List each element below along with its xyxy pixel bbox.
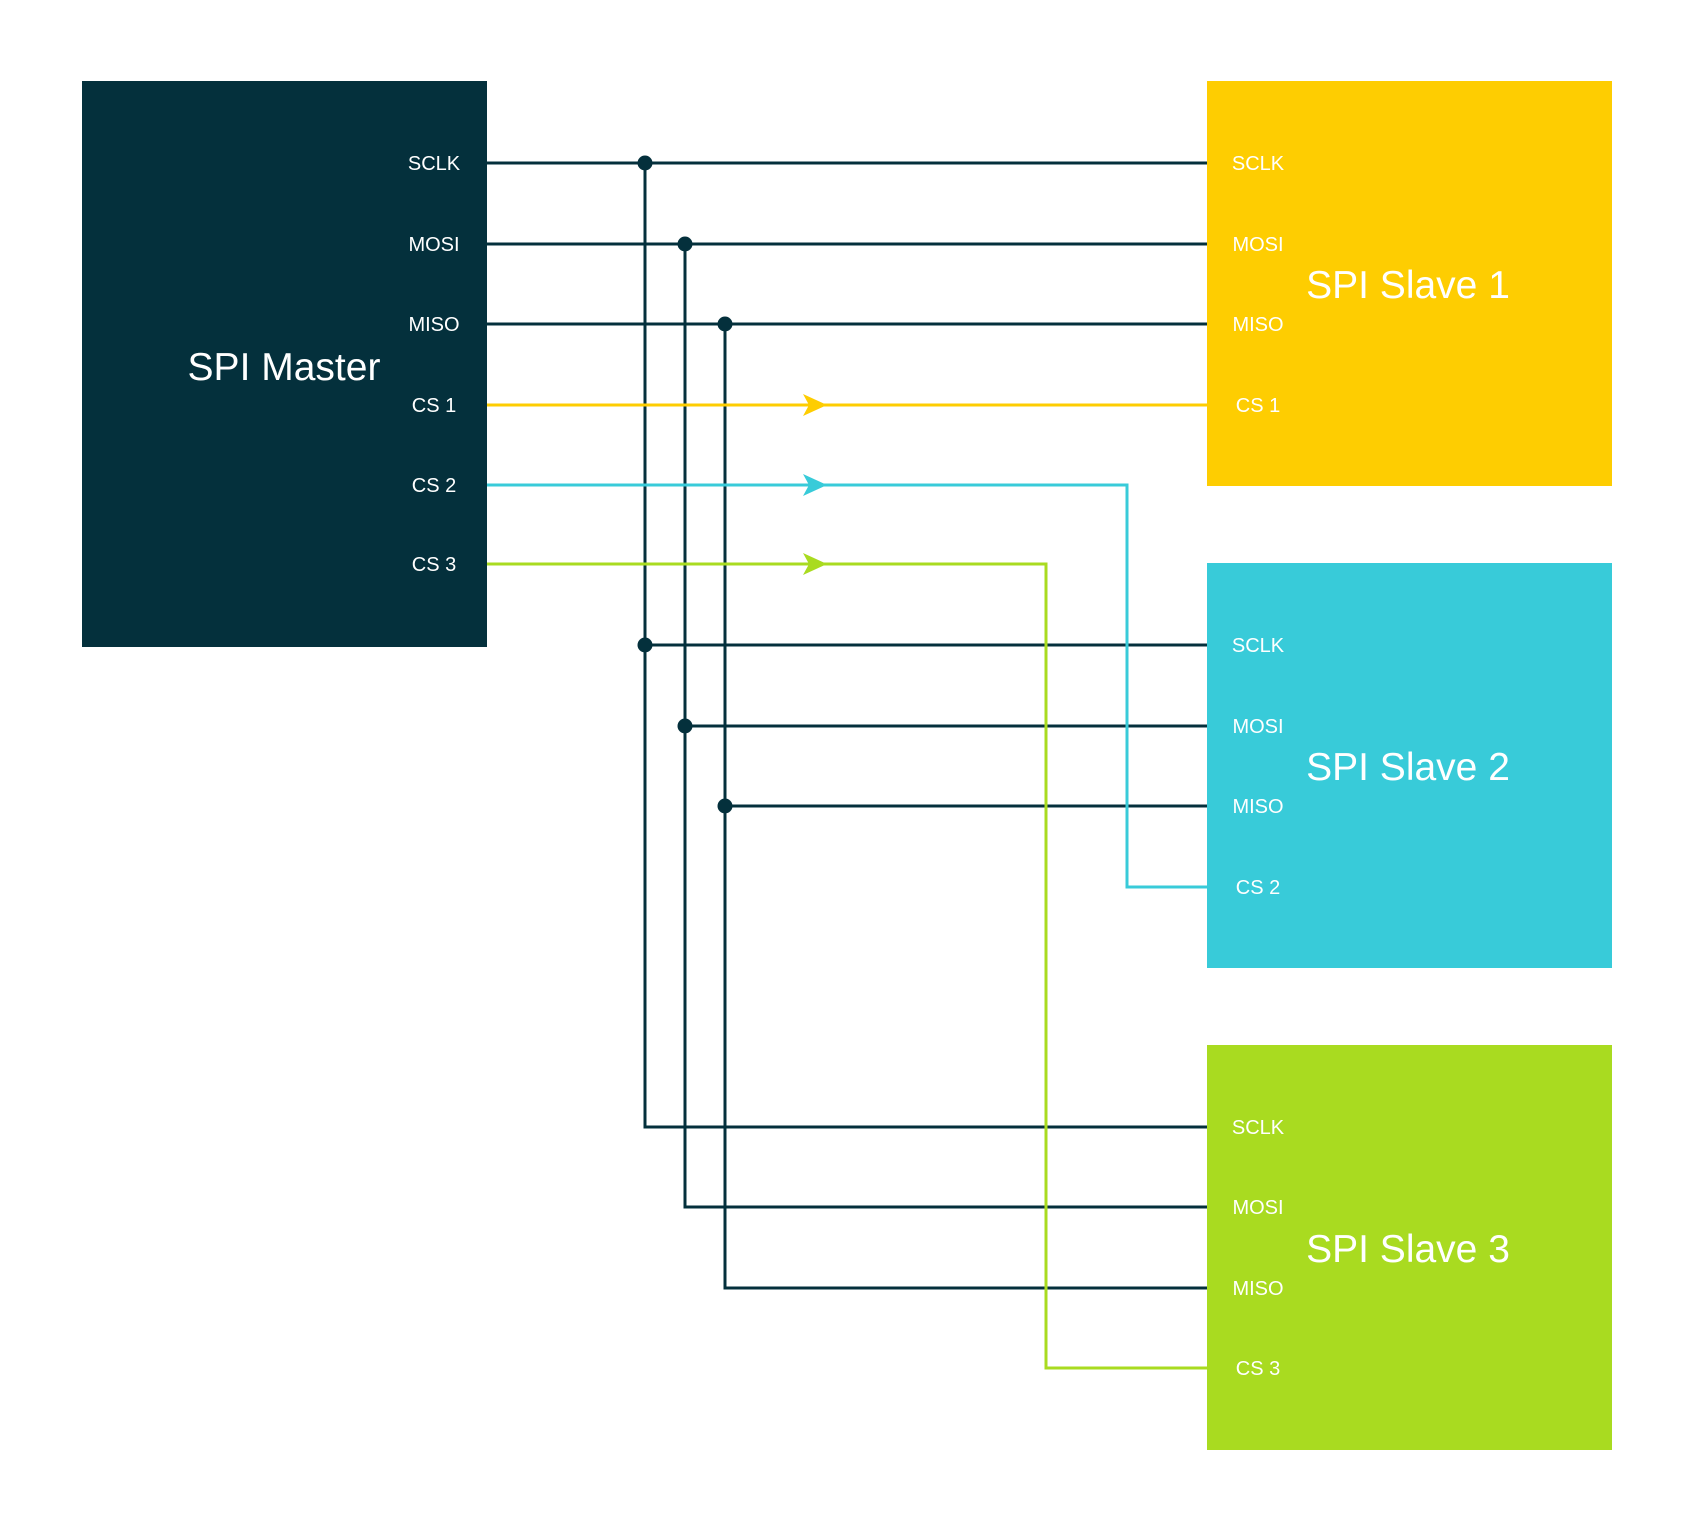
- spi-slave-1-block: [1207, 81, 1612, 486]
- slave-1-pin-miso: MISO: [1232, 314, 1283, 336]
- master-pin-miso: MISO: [408, 314, 459, 336]
- slave-3-pin-miso: MISO: [1232, 1278, 1283, 1300]
- sclk-junction-dot: [637, 637, 653, 653]
- cs3-arrow-icon: [803, 553, 827, 575]
- cs2-arrow-icon: [803, 474, 827, 496]
- slave-3-pin-sclk: SCLK: [1232, 1117, 1285, 1139]
- sclk-wire-slave-3: [643, 645, 1207, 1129]
- miso-junction-dot: [717, 798, 733, 814]
- cs2-wire: [487, 483, 1207, 889]
- slave-1-pin-mosi: MOSI: [1232, 234, 1283, 256]
- miso-junction-dot: [717, 316, 733, 332]
- slave-3-pin-cs: CS 3: [1236, 1358, 1280, 1380]
- miso-wire-slave-3: [723, 806, 1207, 1290]
- master-pin-sclk: SCLK: [408, 153, 461, 175]
- spi-master-block: [82, 81, 487, 647]
- slave-2-pin-cs: CS 2: [1236, 877, 1280, 899]
- spi-slave-3-title: SPI Slave 3: [1306, 1228, 1510, 1271]
- master-pin-mosi: MOSI: [408, 234, 459, 256]
- slave-3-pin-mosi: MOSI: [1232, 1197, 1283, 1219]
- master-pin-cs3: CS 3: [412, 554, 456, 576]
- spi-slave-2-block: [1207, 563, 1612, 968]
- slave-2-pin-miso: MISO: [1232, 796, 1283, 818]
- slave-1-pin-cs: CS 1: [1236, 395, 1280, 417]
- cs3-wire: [487, 562, 1207, 1370]
- mosi-junction-dot: [677, 236, 693, 252]
- spi-slave-1-title: SPI Slave 1: [1306, 264, 1510, 307]
- slave-1-pin-sclk: SCLK: [1232, 153, 1285, 175]
- spi-slave-3-block: [1207, 1045, 1612, 1450]
- mosi-wire-slave-3: [683, 726, 1207, 1209]
- master-pin-cs1: CS 1: [412, 395, 456, 417]
- slave-2-pin-sclk: SCLK: [1232, 635, 1285, 657]
- spi-master-title: SPI Master: [188, 346, 381, 389]
- mosi-junction-dot: [677, 718, 693, 734]
- cs1-arrow-icon: [803, 394, 827, 416]
- spi-slave-2-title: SPI Slave 2: [1306, 746, 1510, 789]
- master-pin-cs2: CS 2: [412, 475, 456, 497]
- slave-2-pin-mosi: MOSI: [1232, 716, 1283, 738]
- sclk-junction-dot: [637, 155, 653, 171]
